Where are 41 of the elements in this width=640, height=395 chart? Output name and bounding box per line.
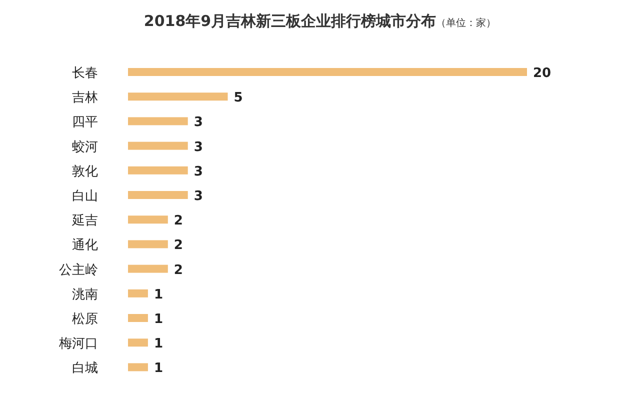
y-tick-label: 白山 <box>72 189 98 204</box>
y-tick-label: 松原 <box>72 312 98 327</box>
y-tick-label: 长春 <box>72 66 98 81</box>
y-tick-label: 通化 <box>72 238 98 254</box>
bar <box>128 314 148 322</box>
bar <box>128 117 188 126</box>
bar <box>128 142 188 150</box>
bar <box>128 264 168 273</box>
y-tick-label: 延吉 <box>71 214 98 229</box>
data-label: 3 <box>194 164 203 180</box>
y-tick-label: 白城 <box>72 361 98 376</box>
bar <box>128 216 168 224</box>
y-tick-label: 洮南 <box>72 287 98 302</box>
data-label: 3 <box>194 189 203 204</box>
bar <box>128 92 228 101</box>
bar <box>128 338 148 347</box>
data-label: 5 <box>234 90 243 106</box>
bar <box>128 240 168 248</box>
data-label: 20 <box>533 66 552 81</box>
y-tick-label: 敦化 <box>72 164 98 180</box>
data-label: 1 <box>154 312 163 327</box>
data-label: 2 <box>174 214 183 229</box>
y-tick-label: 公主岭 <box>59 262 98 278</box>
chart-title: 2018年9月吉林新三板企业排行榜城市分布 <box>144 12 436 30</box>
data-label: 3 <box>194 115 203 130</box>
data-label: 1 <box>154 287 163 302</box>
bar <box>128 289 148 298</box>
data-label: 2 <box>174 238 183 254</box>
y-tick-label: 梅河口 <box>58 336 98 352</box>
data-label: 1 <box>154 336 163 352</box>
bar <box>128 191 188 199</box>
data-label: 2 <box>174 262 183 278</box>
bar <box>128 363 148 372</box>
y-tick-label: 吉林 <box>72 90 98 106</box>
y-tick-label: 四平 <box>72 115 98 130</box>
bar <box>128 166 188 174</box>
y-tick-label: 蛟河 <box>72 140 98 155</box>
data-label: 3 <box>194 140 203 155</box>
chart-subtitle: （单位：家） <box>436 17 496 29</box>
bar <box>128 68 527 76</box>
data-label: 1 <box>154 361 163 376</box>
